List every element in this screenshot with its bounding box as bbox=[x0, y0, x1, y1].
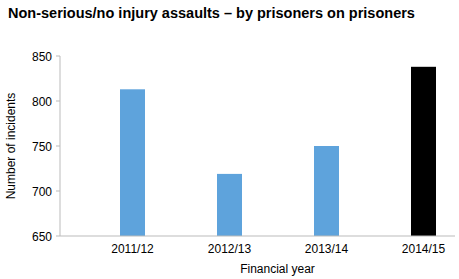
bar bbox=[411, 67, 436, 236]
y-axis bbox=[60, 56, 61, 236]
chart: Non-serious/no injury assaults – by pris… bbox=[0, 0, 459, 279]
y-tick bbox=[56, 101, 60, 102]
bar bbox=[217, 174, 242, 236]
bars bbox=[120, 67, 436, 236]
x-tick-label: 2013/14 bbox=[305, 242, 349, 256]
y-tick bbox=[56, 146, 60, 147]
y-tick bbox=[56, 236, 60, 237]
x-axis-label: Financial year bbox=[240, 262, 315, 276]
y-tick-label: 850 bbox=[32, 50, 52, 64]
bar bbox=[120, 89, 145, 236]
x-tick-label: 2011/12 bbox=[111, 242, 154, 256]
y-tick bbox=[56, 56, 60, 57]
y-tick-label: 650 bbox=[32, 230, 52, 244]
y-tick-label: 800 bbox=[32, 95, 52, 109]
title: Non-serious/no injury assaults – by pris… bbox=[8, 5, 415, 21]
x-axis bbox=[60, 236, 455, 237]
x-tick-label: 2012/13 bbox=[208, 242, 252, 256]
y-tick bbox=[56, 191, 60, 192]
y-axis-label: Number of incidents bbox=[4, 93, 18, 200]
x-tick-label: 2014/15 bbox=[402, 242, 446, 256]
bar bbox=[314, 146, 339, 236]
y-tick-label: 700 bbox=[32, 185, 52, 199]
y-tick-label: 750 bbox=[32, 140, 52, 154]
